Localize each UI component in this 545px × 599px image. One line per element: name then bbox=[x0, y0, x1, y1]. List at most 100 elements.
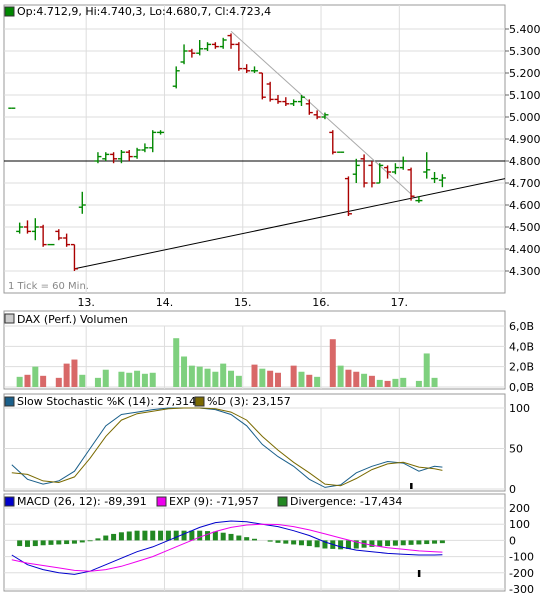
ohlc-bar bbox=[23, 220, 31, 234]
ohlc-bar bbox=[415, 196, 423, 203]
volume-bar bbox=[267, 370, 274, 387]
volume-bar bbox=[384, 380, 391, 387]
ohlc-bar bbox=[321, 112, 329, 120]
divergence-bar bbox=[244, 537, 250, 541]
volume-bar bbox=[79, 374, 86, 387]
divergence-bar bbox=[126, 531, 132, 541]
divergence-bar bbox=[322, 540, 328, 549]
ohlc-bar bbox=[243, 64, 251, 73]
volume-bar bbox=[188, 365, 195, 387]
stoch-y-tick-label: 50 bbox=[509, 443, 523, 456]
ohlc-bar bbox=[431, 172, 439, 183]
macd-frame bbox=[3, 493, 506, 592]
divergence-bar bbox=[432, 540, 438, 544]
divergence-bar bbox=[283, 540, 289, 544]
ohlc-bar bbox=[274, 95, 282, 104]
volume-y-tick-label: 6,0B bbox=[509, 320, 534, 333]
ohlc-bar bbox=[384, 165, 392, 179]
volume-bar bbox=[181, 356, 188, 387]
price-y-tick-label: 4.900 bbox=[509, 133, 541, 146]
price-y-tick-label: 4.600 bbox=[509, 199, 541, 212]
ohlc-bar bbox=[172, 66, 180, 89]
divergence-bar bbox=[24, 540, 30, 547]
divergence-legend-swatch bbox=[277, 496, 288, 507]
volume-bar bbox=[314, 376, 321, 387]
divergence-bar bbox=[64, 540, 70, 545]
divergence-bar bbox=[158, 530, 164, 541]
divergence-bar bbox=[298, 540, 304, 546]
volume-bar bbox=[353, 371, 360, 387]
ohlc-bar bbox=[78, 191, 86, 214]
volume-y-tick-label: 4,0B bbox=[509, 340, 534, 353]
ohlc-bar bbox=[39, 224, 47, 247]
macd-y-tick-label: -300 bbox=[509, 583, 534, 596]
divergence-bar bbox=[212, 531, 218, 541]
divergence-bar bbox=[181, 530, 187, 541]
divergence-bar bbox=[48, 540, 54, 545]
divergence-bar bbox=[32, 540, 38, 547]
volume-bar bbox=[337, 365, 344, 387]
divergence-bar bbox=[345, 540, 351, 549]
ohlc-bar bbox=[63, 233, 71, 247]
volume-bar bbox=[392, 378, 399, 387]
x-tick-label: 14. bbox=[156, 296, 174, 309]
divergence-bar bbox=[385, 540, 391, 547]
divergence-bar bbox=[111, 533, 117, 541]
ohlc-bar bbox=[133, 147, 141, 159]
macd-y-tick-label: -200 bbox=[509, 567, 534, 580]
ohlc-bar bbox=[376, 163, 384, 184]
stoch-y-tick-label: 0 bbox=[509, 483, 516, 496]
divergence-bar bbox=[228, 533, 234, 541]
divergence-bar bbox=[165, 530, 171, 541]
ohlc-bar bbox=[399, 156, 407, 170]
divergence-bar bbox=[291, 540, 297, 545]
divergence-bar bbox=[103, 535, 109, 541]
volume-bar bbox=[102, 369, 109, 387]
divergence-bar bbox=[236, 535, 242, 541]
volume-bar bbox=[16, 376, 23, 387]
ohlc-bar bbox=[368, 161, 376, 188]
divergence-bar bbox=[56, 540, 62, 545]
ohlc-bar bbox=[149, 130, 157, 153]
divergence-bar bbox=[87, 540, 93, 542]
ohlc-bar bbox=[297, 95, 305, 106]
divergence-bar bbox=[118, 532, 124, 541]
divergence-bar bbox=[134, 530, 140, 541]
divergence-bar bbox=[189, 530, 195, 541]
volume-bar bbox=[290, 365, 297, 387]
volume-frame bbox=[3, 310, 506, 390]
divergence-bar bbox=[369, 540, 375, 547]
ohlc-bar bbox=[31, 218, 39, 241]
volume-bar bbox=[196, 366, 203, 387]
price-legend-swatch bbox=[4, 6, 15, 17]
ohlc-bar bbox=[266, 81, 274, 102]
volume-bar bbox=[228, 370, 235, 387]
volume-bar bbox=[32, 366, 39, 387]
ohlc-bar bbox=[188, 48, 196, 58]
volume-bar bbox=[431, 377, 438, 387]
divergence-bar bbox=[205, 531, 211, 541]
macd-legend: MACD (26, 12): -89,391 bbox=[17, 495, 147, 508]
price-y-tick-label: 4.400 bbox=[509, 243, 541, 256]
volume-bar bbox=[118, 371, 125, 387]
ohlc-bar bbox=[258, 72, 266, 100]
stoch-series-line bbox=[11, 407, 443, 488]
stoch-marker bbox=[410, 483, 413, 489]
ohlc-bar bbox=[157, 130, 165, 135]
ohlc-bar bbox=[391, 163, 399, 175]
ohlc-bar bbox=[438, 174, 446, 188]
ohlc-bar bbox=[235, 42, 243, 71]
divergence-bar bbox=[71, 540, 77, 544]
divergence-bar bbox=[400, 540, 406, 546]
price-y-tick-label: 5.400 bbox=[509, 23, 541, 36]
tick-note: 1 Tick = 60 Min. bbox=[8, 281, 89, 292]
divergence-bar bbox=[275, 540, 281, 543]
stoch-series-line bbox=[11, 407, 443, 487]
divergence-bar bbox=[150, 530, 156, 541]
ohlc-bar bbox=[407, 167, 415, 201]
macd-legend-swatch bbox=[4, 496, 15, 507]
volume-legend: DAX (Perf.) Volumen bbox=[17, 313, 128, 326]
price-y-tick-label: 4.500 bbox=[509, 221, 541, 234]
ohlc-bar bbox=[102, 152, 110, 161]
